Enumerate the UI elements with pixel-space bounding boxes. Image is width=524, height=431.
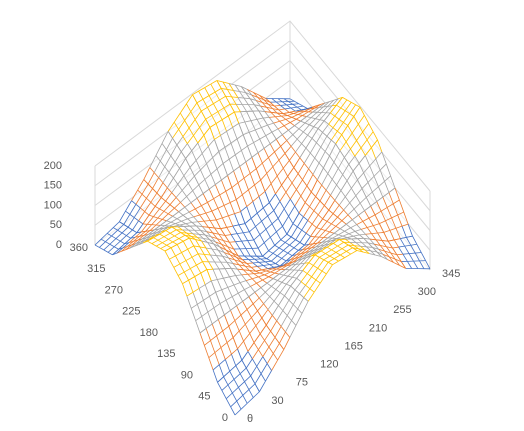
category-axis-label: 210 [369, 322, 387, 334]
series-axis-label: 315 [87, 263, 105, 275]
z-tick-label: 100 [44, 199, 62, 211]
category-axis-label: 165 [345, 340, 363, 352]
series-axis-label: 0 [222, 412, 228, 424]
category-axis-label: 345 [442, 268, 460, 280]
category-axis-label: 300 [418, 286, 436, 298]
category-axis-label: θ [247, 413, 253, 425]
series-axis-label: 135 [157, 348, 175, 360]
category-axis-label: 120 [320, 359, 338, 371]
category-axis-label: 255 [393, 304, 411, 316]
series-axis-label: 360 [70, 242, 88, 254]
series-axis-label: 45 [198, 391, 210, 403]
category-axis-label: 75 [296, 377, 308, 389]
z-tick-label: 50 [50, 219, 62, 231]
series-axis-label: 180 [140, 327, 158, 339]
series-axis-label: 270 [105, 284, 123, 296]
z-tick-label: 0 [56, 239, 62, 251]
series-axis-label: 90 [181, 369, 193, 381]
z-tick-label: 200 [44, 160, 62, 172]
z-tick-label: 150 [44, 180, 62, 192]
category-axis-label: 30 [271, 395, 283, 407]
series-axis-label: 225 [122, 306, 140, 318]
